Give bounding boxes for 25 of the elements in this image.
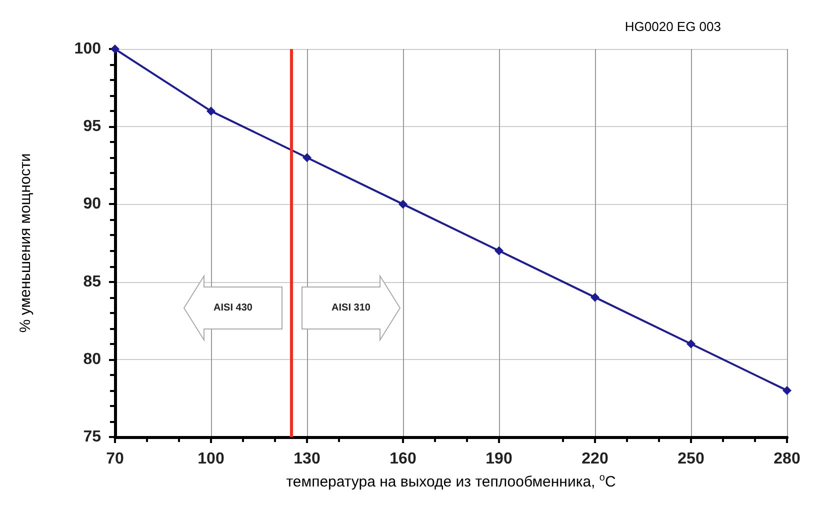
x-tick-label: 70 (106, 450, 124, 468)
y-tick-label: 75 (83, 428, 102, 446)
annotation: AISI 310 (332, 302, 371, 314)
x-tick-label: 160 (390, 450, 416, 468)
y-tick-label: 80 (83, 350, 102, 368)
point (686, 339, 696, 348)
text: HG0020 EG 003 (624, 19, 722, 34)
y-tick-label: 100 (74, 40, 102, 58)
annotation: AISI 430 (214, 302, 253, 314)
x-tick-label: 130 (294, 450, 320, 468)
point (302, 153, 312, 162)
y-tick-label: 90 (83, 196, 102, 213)
x-tick-label: 190 (486, 450, 512, 468)
x-tick-label: 100 (198, 450, 224, 468)
x-tick-label: 220 (582, 450, 608, 468)
y-axis-title: % уменьшения мощности (17, 153, 34, 333)
y-tick-label: 95 (83, 118, 102, 136)
point (782, 386, 792, 395)
y-tick-label: 85 (83, 273, 102, 290)
point (398, 200, 408, 209)
x-tick-label: 280 (774, 450, 800, 468)
point (590, 292, 600, 302)
point (206, 106, 216, 116)
point (494, 246, 504, 256)
x-tick-label: 250 (678, 450, 704, 468)
